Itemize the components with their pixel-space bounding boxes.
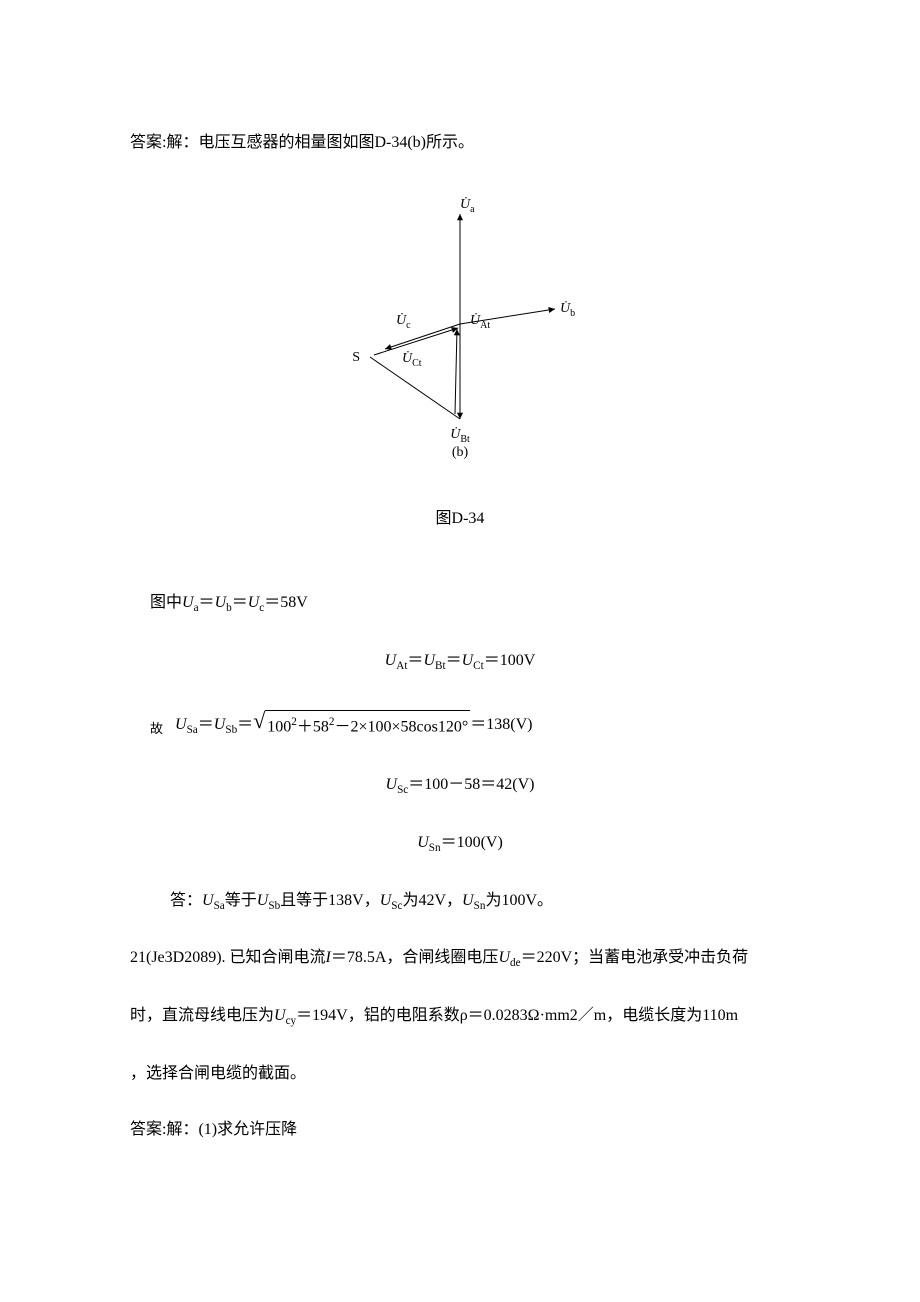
fa-sub-sb: Sb bbox=[268, 900, 280, 912]
ans-prefix: 答： bbox=[170, 892, 202, 909]
equation-ua-ub-uc: 图中Ua＝Ub＝Uc＝58V bbox=[130, 590, 790, 618]
eqA: ＝ bbox=[407, 652, 423, 669]
equation-usc: USc＝100－58＝42(V) bbox=[130, 772, 790, 800]
u-ct: U bbox=[462, 652, 474, 669]
eqSa: ＝ bbox=[198, 716, 214, 733]
plus: ＋ bbox=[297, 718, 313, 735]
q21-l3: ，选择合闸电缆的截面。 bbox=[130, 1065, 306, 1082]
val-100v: 100V bbox=[500, 652, 536, 669]
sub-ct: Ct bbox=[473, 660, 484, 672]
page: 答案:解：电压互感器的相量图如图D-34(b)所示。 U̇a U̇At U̇b U̇c… bbox=[0, 0, 920, 1302]
u-sb: U bbox=[214, 716, 226, 733]
q21-line1: 21(Je3D2089). 已知合闸电流I＝78.5A，合闸线圈电压Ude＝22… bbox=[130, 945, 790, 973]
u-sym: U bbox=[182, 594, 194, 611]
fa-mid3: 为42V， bbox=[402, 892, 462, 909]
q21-line3: ，选择合闸电缆的截面。 bbox=[130, 1061, 790, 1087]
u-de: U bbox=[498, 949, 510, 966]
gu-label: 故 bbox=[150, 721, 163, 736]
fa-usb: U bbox=[257, 892, 269, 909]
q21-seg3: ＝194V，铝的电阻系数ρ＝0.0283Ω·mm2／m，电缆长度为110m bbox=[296, 1007, 738, 1024]
u-bt: U bbox=[423, 652, 435, 669]
q21-seg2: ＝220V；当蓄电池承受冲击负荷 bbox=[521, 949, 749, 966]
q21-line2: 时，直流母线电压为Ucy＝194V，铝的电阻系数ρ＝0.0283Ω·mm2／m，… bbox=[130, 1003, 790, 1031]
eq-138: ＝138(V) bbox=[470, 716, 532, 733]
u-cy: U bbox=[274, 1007, 286, 1024]
u-sym-2: U bbox=[215, 594, 227, 611]
answer-intro: 答案:解：电压互感器的相量图如图D-34(b)所示。 bbox=[130, 130, 790, 156]
sub-sa: Sa bbox=[187, 724, 198, 736]
answer2-text: 答案:解：(1)求允许压降 bbox=[130, 1121, 297, 1138]
eqB: ＝ bbox=[446, 652, 462, 669]
eqC: ＝ bbox=[484, 652, 500, 669]
fa-sub-sc: Sc bbox=[391, 900, 402, 912]
fa-usc: U bbox=[380, 892, 392, 909]
phasor-svg: U̇a U̇At U̇b U̇c S U̇Ct U̇Bt(b) bbox=[300, 194, 620, 474]
svg-text:(b): (b) bbox=[452, 445, 469, 460]
svg-text:S: S bbox=[352, 350, 360, 365]
fa-usa: U bbox=[202, 892, 214, 909]
equation-uat-ubt-uct: UAt＝UBt＝UCt＝100V bbox=[130, 648, 790, 676]
fa-mid4: 为100V。 bbox=[485, 892, 553, 909]
sub-at: At bbox=[396, 660, 407, 672]
sub-bt: Bt bbox=[435, 660, 446, 672]
answer2-line: 答案:解：(1)求允许压降 bbox=[130, 1117, 790, 1143]
sub-sb: Sb bbox=[225, 724, 237, 736]
sq-100a: 100 bbox=[267, 718, 291, 735]
q21-prefix: 21(Je3D2089). 已知合闸电流 bbox=[130, 949, 326, 966]
q21-l2a: 时，直流母线电压为 bbox=[130, 1007, 274, 1024]
sub-cy: cy bbox=[286, 1015, 297, 1027]
fa-sub-sa: Sa bbox=[214, 900, 225, 912]
svg-text:U̇c: U̇c bbox=[396, 312, 411, 331]
equation-usa-usb: 故 USa＝USb＝√1002＋582－2×100×58cos120°＝138(… bbox=[130, 710, 790, 741]
figure-caption: 图D-34 bbox=[130, 506, 790, 532]
u-sa: U bbox=[175, 716, 187, 733]
eqSb: ＝ bbox=[237, 716, 253, 733]
svg-text:U̇a: U̇a bbox=[460, 196, 475, 215]
eq3: ＝ bbox=[264, 594, 280, 611]
u-sym-3: U bbox=[248, 594, 260, 611]
sqrt-expr: √1002＋582－2×100×58cos120° bbox=[253, 710, 470, 741]
phasor-diagram: U̇a U̇At U̇b U̇c S U̇Ct U̇Bt(b) bbox=[130, 194, 790, 483]
minus-term: －2×100×58cos120° bbox=[334, 718, 468, 735]
prefix-tuzhong: 图中 bbox=[150, 594, 182, 611]
u-sc: U bbox=[386, 776, 398, 793]
u-at: U bbox=[385, 652, 397, 669]
sub-sc: Sc bbox=[397, 784, 408, 796]
u-sn: U bbox=[417, 834, 429, 851]
eq1: ＝ bbox=[199, 594, 215, 611]
fa-mid1: 等于 bbox=[225, 892, 257, 909]
fa-mid2: 且等于138V， bbox=[280, 892, 380, 909]
svg-text:U̇At: U̇At bbox=[470, 312, 490, 331]
fa-sub-sn: Sn bbox=[474, 900, 486, 912]
q21-seg1: ＝78.5A，合闸线圈电压 bbox=[331, 949, 499, 966]
final-answer-line: 答：USa等于USb且等于138V，USc为42V，USn为100V。 bbox=[130, 888, 790, 916]
usn-val: ＝100(V) bbox=[441, 834, 503, 851]
fa-usn: U bbox=[462, 892, 474, 909]
svg-text:U̇Ct: U̇Ct bbox=[402, 350, 422, 369]
svg-text:U̇Bt: U̇Bt bbox=[450, 426, 470, 445]
equation-usn: USn＝100(V) bbox=[130, 830, 790, 858]
usc-val: ＝100－58＝42(V) bbox=[408, 776, 534, 793]
svg-text:U̇b: U̇b bbox=[560, 300, 575, 319]
val-58: 58V bbox=[280, 594, 308, 611]
sub-sn: Sn bbox=[429, 842, 441, 854]
sub-de: de bbox=[510, 957, 521, 969]
eq2: ＝ bbox=[232, 594, 248, 611]
